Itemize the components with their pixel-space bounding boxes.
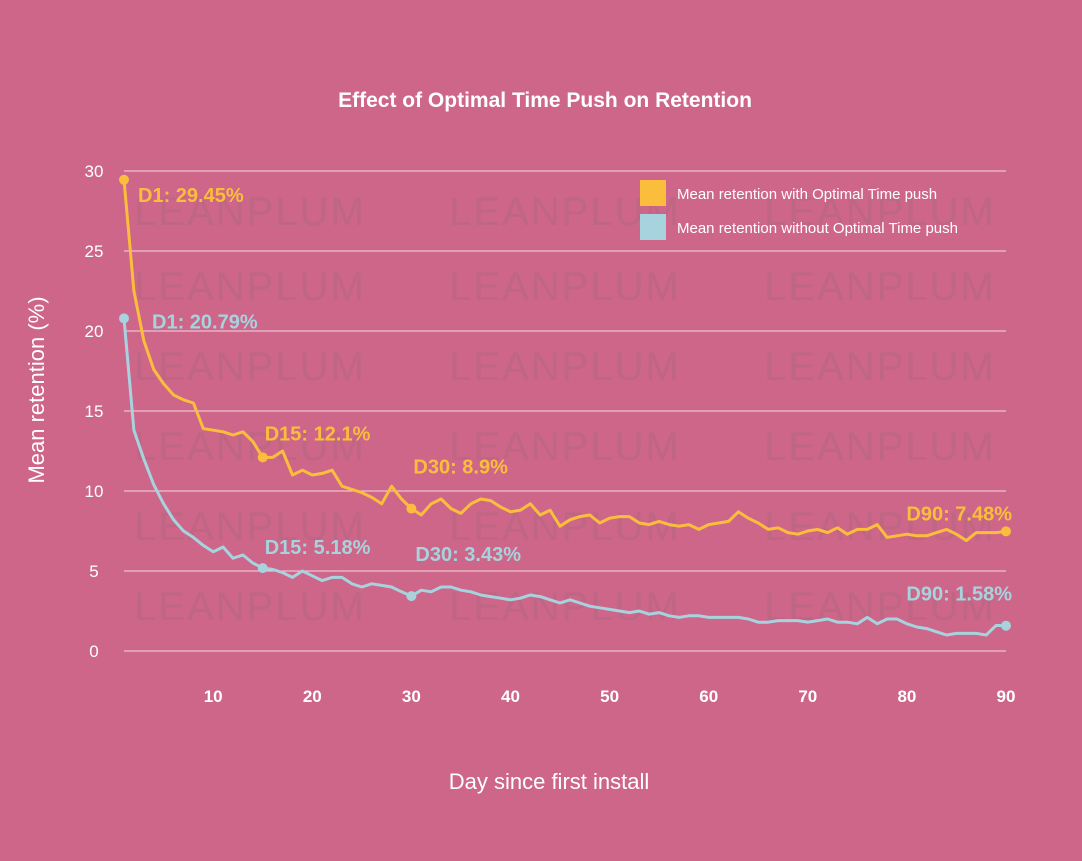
legend: Mean retention with Optimal Time push Me…	[640, 180, 958, 240]
watermark-text: LEANPLUM	[134, 505, 366, 549]
y-tick-label: 20	[85, 322, 104, 341]
y-axis-label: Mean retention (%)	[24, 296, 49, 483]
data-point-marker	[257, 563, 268, 574]
legend-label-without-push: Mean retention without Optimal Time push	[677, 220, 958, 237]
watermark-text: LEANPLUM	[764, 265, 996, 309]
x-tick-label: 10	[204, 687, 223, 706]
watermark-text: LEANPLUM	[134, 585, 366, 629]
watermark-text: LEANPLUM	[764, 345, 996, 389]
legend-label-with-push: Mean retention with Optimal Time push	[677, 186, 937, 203]
watermark-text: LEANPLUM	[449, 585, 681, 629]
y-tick-label: 15	[85, 402, 104, 421]
marker-layer	[119, 174, 1011, 631]
gridlines	[124, 170, 1006, 652]
data-label: D90: 7.48%	[906, 503, 1012, 525]
watermark-text: LEANPLUM	[134, 345, 366, 389]
watermark-text: LEANPLUM	[449, 505, 681, 549]
series-line-with-push	[122, 178, 1008, 543]
data-point-marker	[1001, 526, 1011, 537]
y-tick-label: 0	[89, 642, 98, 661]
series-layer	[122, 178, 1008, 637]
watermark-text: LEANPLUM	[449, 345, 681, 389]
watermark-layer: LEANPLUM LEANPLUM LEANPLUM LEANPLUM LEANPLUM…	[134, 190, 996, 629]
y-tick-label: 5	[89, 562, 98, 581]
data-label: D15: 12.1%	[265, 423, 371, 445]
data-point-marker	[119, 174, 129, 185]
data-label: D15: 5.18%	[265, 537, 371, 559]
legend-swatch-with-push	[640, 180, 666, 206]
x-tick-label: 30	[402, 687, 421, 706]
watermark-text: LEANPLUM	[764, 190, 996, 234]
data-label: D1: 20.79%	[152, 311, 258, 333]
x-axis-label: Day since first install	[449, 769, 650, 794]
data-label: D90: 1.58%	[906, 584, 1012, 606]
data-point-marker	[1001, 620, 1011, 631]
data-point-marker	[119, 313, 129, 324]
x-tick-label: 40	[501, 687, 520, 706]
watermark-text: LEANPLUM	[134, 190, 366, 234]
y-tick-label: 25	[85, 242, 104, 261]
watermark-text: LEANPLUM	[449, 265, 681, 309]
y-tick-label: 10	[85, 482, 104, 501]
series-line-without-push	[122, 316, 1008, 637]
x-tick-label: 60	[699, 687, 718, 706]
x-tick-label: 80	[897, 687, 916, 706]
data-label: D1: 29.45%	[138, 185, 244, 207]
x-tick-label: 70	[798, 687, 817, 706]
watermark-text: LEANPLUM	[449, 425, 681, 469]
axis-layer: 0 5 10 15 20 25 30 10 20 30 40 50 60 70 80 90	[85, 162, 1016, 706]
data-point-marker	[406, 503, 417, 514]
chart-title: Effect of Optimal Time Push on Retention	[338, 89, 752, 112]
x-tick-label: 20	[303, 687, 322, 706]
data-label: D30: 8.9%	[413, 457, 508, 479]
x-tick-label: 50	[600, 687, 619, 706]
annotation-layer: D1: 29.45% D15: 12.1% D30: 8.9% D90: 7.48% D…	[138, 185, 1012, 606]
y-tick-label: 30	[85, 162, 104, 181]
watermark-text: LEANPLUM	[134, 265, 366, 309]
legend-swatch-without-push	[640, 214, 666, 240]
watermark-text: LEANPLUM	[134, 425, 366, 469]
data-point-marker	[406, 591, 417, 602]
data-point-marker	[257, 452, 268, 463]
watermark-text: LEANPLUM	[764, 425, 996, 469]
x-tick-label: 90	[997, 687, 1016, 706]
data-label: D30: 3.43%	[415, 544, 521, 566]
